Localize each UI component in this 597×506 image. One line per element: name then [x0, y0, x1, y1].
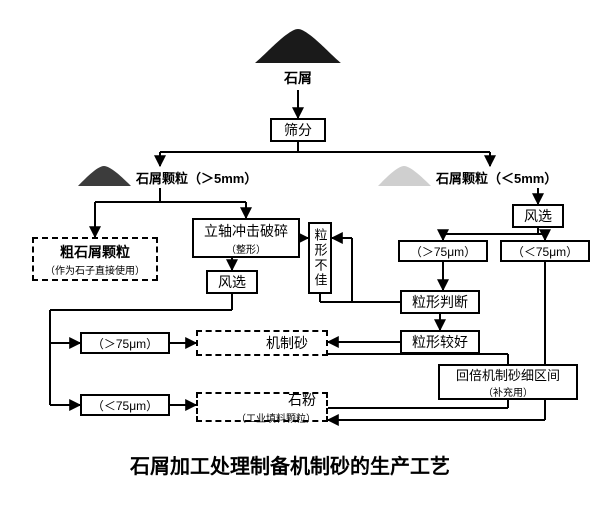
node-cu-keli: 粗石屑颗粒 （作为石子直接使用）	[32, 237, 158, 281]
lixing-bujia-label: 粒形不佳	[311, 228, 330, 288]
node-lizhou: 立轴冲击破碎 （整形）	[192, 218, 300, 258]
lizhou-sub: （整形）	[226, 241, 266, 256]
node-shifen: 石粉 （工业填料颗粒）	[196, 392, 328, 422]
node-shixie: 石屑	[276, 68, 320, 88]
node-gt75-r: （＞75μm）	[398, 240, 488, 262]
node-lixing-bujia: 粒形不佳	[308, 222, 332, 294]
shifen-sub: （工业填料颗粒）	[236, 410, 316, 425]
lizhou-label: 立轴冲击破碎	[204, 221, 288, 241]
pile-top-icon	[253, 27, 343, 67]
node-right-label: 石屑颗粒（＜5mm）	[436, 168, 586, 187]
node-jizhisha: 机制砂	[196, 330, 328, 356]
shifen-label: 石粉	[288, 390, 316, 410]
node-fengxuan-l: 风选	[206, 270, 258, 294]
node-lixing-pd: 粒形判断	[400, 290, 480, 314]
pile-left-icon	[77, 164, 132, 188]
node-gt75-l: （＞75μm）	[80, 332, 170, 354]
huidiao-sub: （补充用）	[483, 384, 533, 399]
node-lixing-good: 粒形较好	[400, 330, 480, 354]
diagram-title: 石屑加工处理制备机制砂的生产工艺	[130, 450, 450, 479]
node-lt75-l: （＜75μm）	[80, 394, 170, 416]
node-huidiao: 回倍机制砂细区间 （补充用）	[438, 364, 578, 400]
node-lt75-r: （＜75μm）	[500, 240, 590, 262]
huidiao-label: 回倍机制砂细区间	[456, 365, 560, 384]
pile-right-icon	[377, 164, 432, 188]
cu-keli-sub: （作为石子直接使用）	[45, 262, 145, 277]
node-shaifen: 筛分	[270, 118, 326, 142]
node-fengxuan-r: 风选	[512, 204, 564, 228]
jizhisha-label: 机制砂	[266, 333, 308, 353]
cu-keli-label: 粗石屑颗粒	[60, 242, 130, 262]
node-left-label: 石屑颗粒（＞5mm）	[136, 168, 286, 187]
